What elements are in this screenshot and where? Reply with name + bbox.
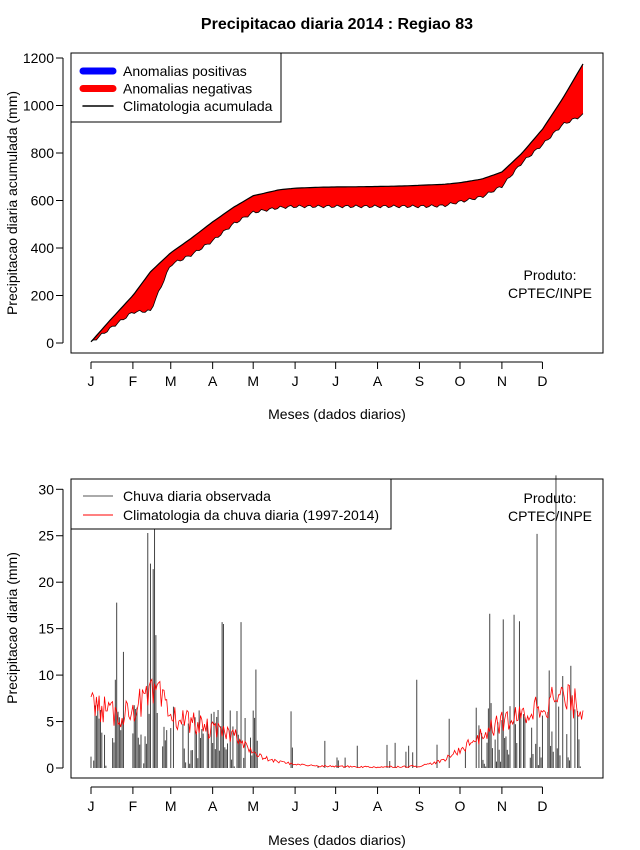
x-tick-label: A — [208, 373, 218, 389]
x-tick-label: F — [129, 798, 138, 814]
plot-frame — [70, 52, 604, 354]
y-tick-label: 1000 — [23, 98, 54, 114]
legend-label: Chuva diaria observada — [123, 488, 271, 504]
y-tick-label: 30 — [38, 481, 54, 497]
legend-box — [70, 478, 392, 530]
y-tick-label: 200 — [31, 288, 55, 304]
y-axis-label: Precipitacao diaria (mm) — [4, 552, 20, 704]
y-tick-label: 1200 — [23, 50, 54, 66]
y-tick-label: 800 — [31, 145, 55, 161]
x-tick-label: M — [165, 373, 177, 389]
x-tick-label: F — [129, 373, 138, 389]
annotation-line: Produto: — [524, 267, 577, 283]
legend-label: Anomalias negativas — [123, 81, 252, 97]
x-tick-label: N — [497, 798, 507, 814]
annotation-line: CPTEC/INPE — [508, 285, 592, 301]
y-tick-label: 0 — [46, 335, 54, 351]
x-tick-label: J — [292, 373, 299, 389]
x-tick-label: S — [415, 373, 424, 389]
legend-label: Anomalias positivas — [123, 63, 247, 79]
observed-accumulated-line — [90, 113, 584, 342]
x-axis-label: Meses (dados diarios) — [268, 406, 406, 422]
x-tick-label: D — [537, 373, 547, 389]
y-tick-label: 0 — [46, 760, 54, 776]
x-tick-label: J — [88, 373, 95, 389]
y-tick-label: 600 — [31, 193, 55, 209]
y-tick-label: 20 — [38, 574, 54, 590]
x-axis-label: Meses (dados diarios) — [268, 832, 406, 848]
annotation-line: CPTEC/INPE — [508, 508, 592, 524]
x-tick-label: O — [455, 798, 466, 814]
x-tick-label: M — [165, 798, 177, 814]
x-tick-label: D — [537, 798, 547, 814]
annotation-line: Produto: — [524, 490, 577, 506]
x-tick-label: M — [247, 798, 259, 814]
x-tick-label: M — [247, 373, 259, 389]
x-tick-label: J — [332, 798, 339, 814]
x-tick-label: A — [373, 798, 383, 814]
y-tick-label: 5 — [46, 714, 54, 730]
y-axis-label: Precipitacao diaria acumulada (mm) — [4, 91, 20, 315]
x-tick-label: S — [415, 798, 424, 814]
y-tick-label: 10 — [38, 667, 54, 683]
page-title: Precipitacao diaria 2014 : Regiao 83 — [200, 16, 474, 33]
x-tick-label: J — [292, 798, 299, 814]
x-tick-label: N — [497, 373, 507, 389]
negative-anomaly-area — [91, 63, 583, 342]
x-tick-label: O — [455, 373, 466, 389]
y-tick-label: 25 — [38, 528, 54, 544]
x-tick-label: J — [88, 798, 95, 814]
y-tick-label: 400 — [31, 240, 55, 256]
x-tick-label: A — [373, 373, 383, 389]
legend-label: Climatologia da chuva diaria (1997-2014) — [123, 507, 379, 523]
y-tick-label: 15 — [38, 621, 54, 637]
climatology-daily-line — [90, 678, 584, 769]
x-tick-label: J — [332, 373, 339, 389]
climatology-accumulated-line — [90, 63, 584, 343]
x-tick-label: A — [208, 798, 218, 814]
legend-label: Climatologia acumulada — [123, 98, 273, 114]
